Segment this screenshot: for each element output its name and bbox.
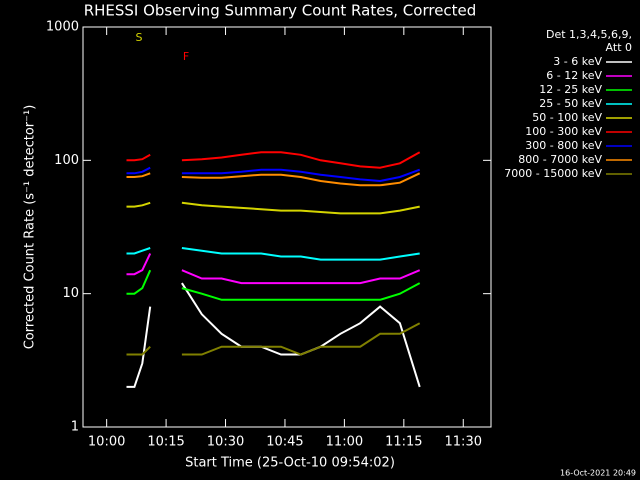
series-line (126, 151, 421, 169)
x-tick-label: 11:15 (385, 435, 422, 450)
series-line (126, 172, 421, 187)
series-line (126, 166, 421, 183)
y-tick-label: 1000 (46, 20, 79, 35)
y-tick-label: 1 (71, 420, 79, 435)
legend-label: 50 - 100 keV (532, 111, 602, 124)
legend-header: Att 0 (606, 41, 632, 54)
series-line (126, 322, 421, 356)
series-line (126, 269, 421, 301)
series-line (126, 282, 421, 388)
legend-label: 25 - 50 keV (539, 97, 602, 110)
plot-frame (82, 26, 492, 428)
chart-title: RHESSI Observing Summary Count Rates, Co… (84, 2, 477, 20)
x-axis-label: Start Time (25-Oct-10 09:54:02) (185, 456, 395, 471)
legend-label: 7000 - 15000 keV (504, 167, 602, 180)
legend-label: 100 - 300 keV (525, 125, 602, 138)
legend-label: 800 - 7000 keV (518, 153, 602, 166)
y-axis-label: Corrected Count Rate (s⁻¹ detector⁻¹) (23, 105, 38, 350)
annotation: S (136, 31, 143, 44)
x-tick-label: 11:00 (326, 435, 363, 450)
legend-header: Det 1,3,4,5,6,9, (546, 28, 632, 41)
x-tick-label: 10:45 (266, 435, 303, 450)
y-tick-label: 100 (54, 153, 79, 168)
legend-label: 3 - 6 keV (553, 55, 602, 68)
series-line (126, 201, 420, 215)
legend-label: 12 - 25 keV (539, 83, 602, 96)
x-tick-label: 10:30 (207, 435, 244, 450)
x-tick-label: 11:30 (445, 435, 482, 450)
legend-label: 300 - 800 keV (525, 139, 602, 152)
series-line (126, 247, 420, 261)
x-tick-label: 10:15 (147, 435, 184, 450)
legend-label: 6 - 12 keV (546, 69, 602, 82)
y-tick-label: 10 (62, 286, 79, 301)
timestamp: 16-Oct-2021 20:49 (560, 469, 636, 478)
annotation: F (183, 50, 189, 63)
series-line (126, 253, 421, 285)
x-tick-label: 10:00 (88, 435, 125, 450)
